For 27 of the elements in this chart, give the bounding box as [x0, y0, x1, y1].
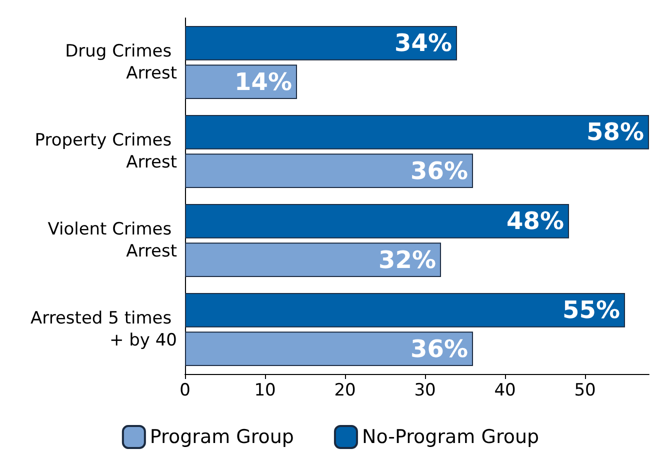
- data-label: 14%: [234, 68, 292, 96]
- data-label: 32%: [378, 246, 436, 274]
- legend-label: No-Program Group: [362, 426, 540, 448]
- x-tick-label: 10: [254, 380, 276, 400]
- x-tick-label: 0: [180, 380, 190, 400]
- x-tick-label: 40: [494, 380, 516, 400]
- bar: [185, 26, 457, 60]
- data-label: 58%: [586, 118, 644, 146]
- bar: [185, 115, 649, 150]
- legend-label: Program Group: [150, 426, 294, 448]
- y-tick-label: Drug Crimes Arrest: [65, 42, 178, 84]
- bar: [185, 293, 625, 328]
- data-label: 36%: [410, 334, 468, 363]
- y-tick-label: Property Crimes Arrest: [34, 130, 178, 172]
- data-label: 36%: [410, 156, 468, 185]
- bar: [185, 154, 473, 188]
- bar: [185, 332, 473, 366]
- x-tick-label: 50: [574, 380, 596, 400]
- data-label: 34%: [394, 29, 452, 58]
- y-tick-label: Violent Crimes Arrest: [48, 220, 178, 262]
- data-label: 48%: [506, 207, 564, 236]
- data-label: 55%: [562, 296, 620, 324]
- y-tick-label: Arrested 5 times + by 40: [30, 308, 177, 350]
- bar: [185, 242, 441, 277]
- x-tick-label: 30: [414, 380, 436, 400]
- bar: [185, 204, 569, 238]
- x-tick-label: 20: [334, 380, 356, 400]
